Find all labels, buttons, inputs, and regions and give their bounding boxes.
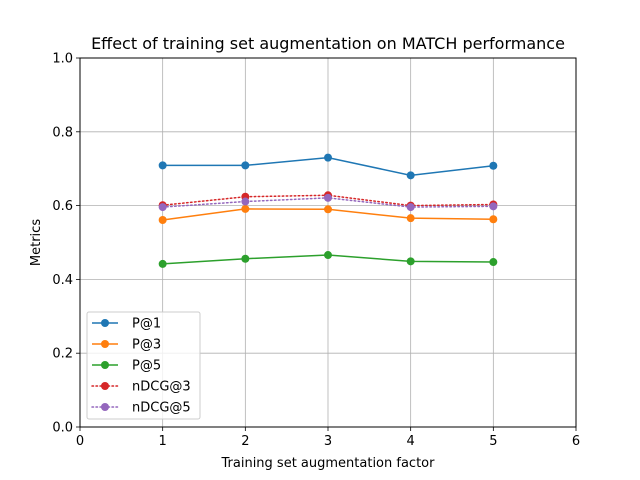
data-point: [158, 215, 167, 224]
data-point: [324, 153, 332, 162]
data-point: [158, 203, 167, 212]
legend-label: P@3: [132, 338, 161, 353]
y-tick-label: 0.4: [52, 273, 73, 288]
y-tick-label: 0.8: [52, 125, 73, 140]
data-point: [158, 161, 167, 170]
data-point: [241, 204, 250, 213]
y-axis-label: Metrics: [29, 219, 44, 266]
series-ndcg-at-5: [158, 193, 498, 212]
y-tick-label: 0.0: [52, 421, 73, 436]
x-tick-label: 3: [324, 434, 332, 449]
data-point: [489, 215, 498, 224]
x-tick-label: 5: [489, 434, 497, 449]
data-point: [241, 161, 250, 170]
data-point: [241, 197, 250, 206]
data-point: [489, 202, 498, 211]
axis-ticks: 0 1 2 3 4 5 6 0.0 0.2 0.4 0.6 0.8 1.0: [52, 52, 580, 450]
legend-marker: [101, 319, 109, 327]
legend-label: nDCG@5: [132, 401, 191, 416]
legend-label: nDCG@3: [132, 380, 191, 395]
legend-item: nDCG@3: [91, 380, 191, 395]
data-point: [324, 251, 332, 260]
legend-box: [86, 311, 201, 420]
chart-title: Effect of training set augmentation on M…: [91, 34, 565, 53]
x-tick-label: 6: [572, 434, 580, 449]
x-tick-label: 4: [407, 434, 415, 449]
legend-label: P@1: [132, 317, 161, 332]
legend-marker: [101, 340, 109, 348]
data-point: [406, 171, 415, 180]
y-tick-label: 0.6: [52, 199, 73, 214]
x-tick-label: 2: [241, 434, 249, 449]
data-point: [406, 257, 415, 266]
data-point: [489, 258, 498, 267]
x-tick-label: 0: [76, 434, 84, 449]
legend-item: nDCG@5: [91, 401, 191, 416]
legend-item: P@3: [92, 338, 161, 353]
data-point: [406, 214, 415, 223]
legend-marker: [101, 361, 109, 369]
legend-label: P@5: [132, 359, 161, 374]
legend-marker: [101, 382, 109, 390]
x-tick-label: 1: [159, 434, 167, 449]
legend-item: P@5: [92, 359, 161, 374]
data-point: [241, 254, 250, 263]
data-point: [324, 205, 332, 214]
legend-item: P@1: [92, 317, 161, 332]
series-p-at-5: [158, 251, 498, 268]
series-layer: [158, 153, 498, 268]
data-point: [324, 193, 332, 202]
x-axis-label: Training set augmentation factor: [221, 456, 436, 471]
data-point: [489, 161, 498, 170]
legend-marker: [101, 403, 109, 411]
data-point: [406, 203, 415, 212]
series-p-at-3: [158, 204, 498, 224]
series-p-at-1: [158, 153, 498, 180]
legend: P@1 P@3 P@5 nDCG@3 nDCG@5: [86, 311, 201, 420]
y-tick-label: 0.2: [52, 347, 73, 362]
y-tick-label: 1.0: [52, 52, 73, 67]
data-point: [158, 259, 167, 268]
